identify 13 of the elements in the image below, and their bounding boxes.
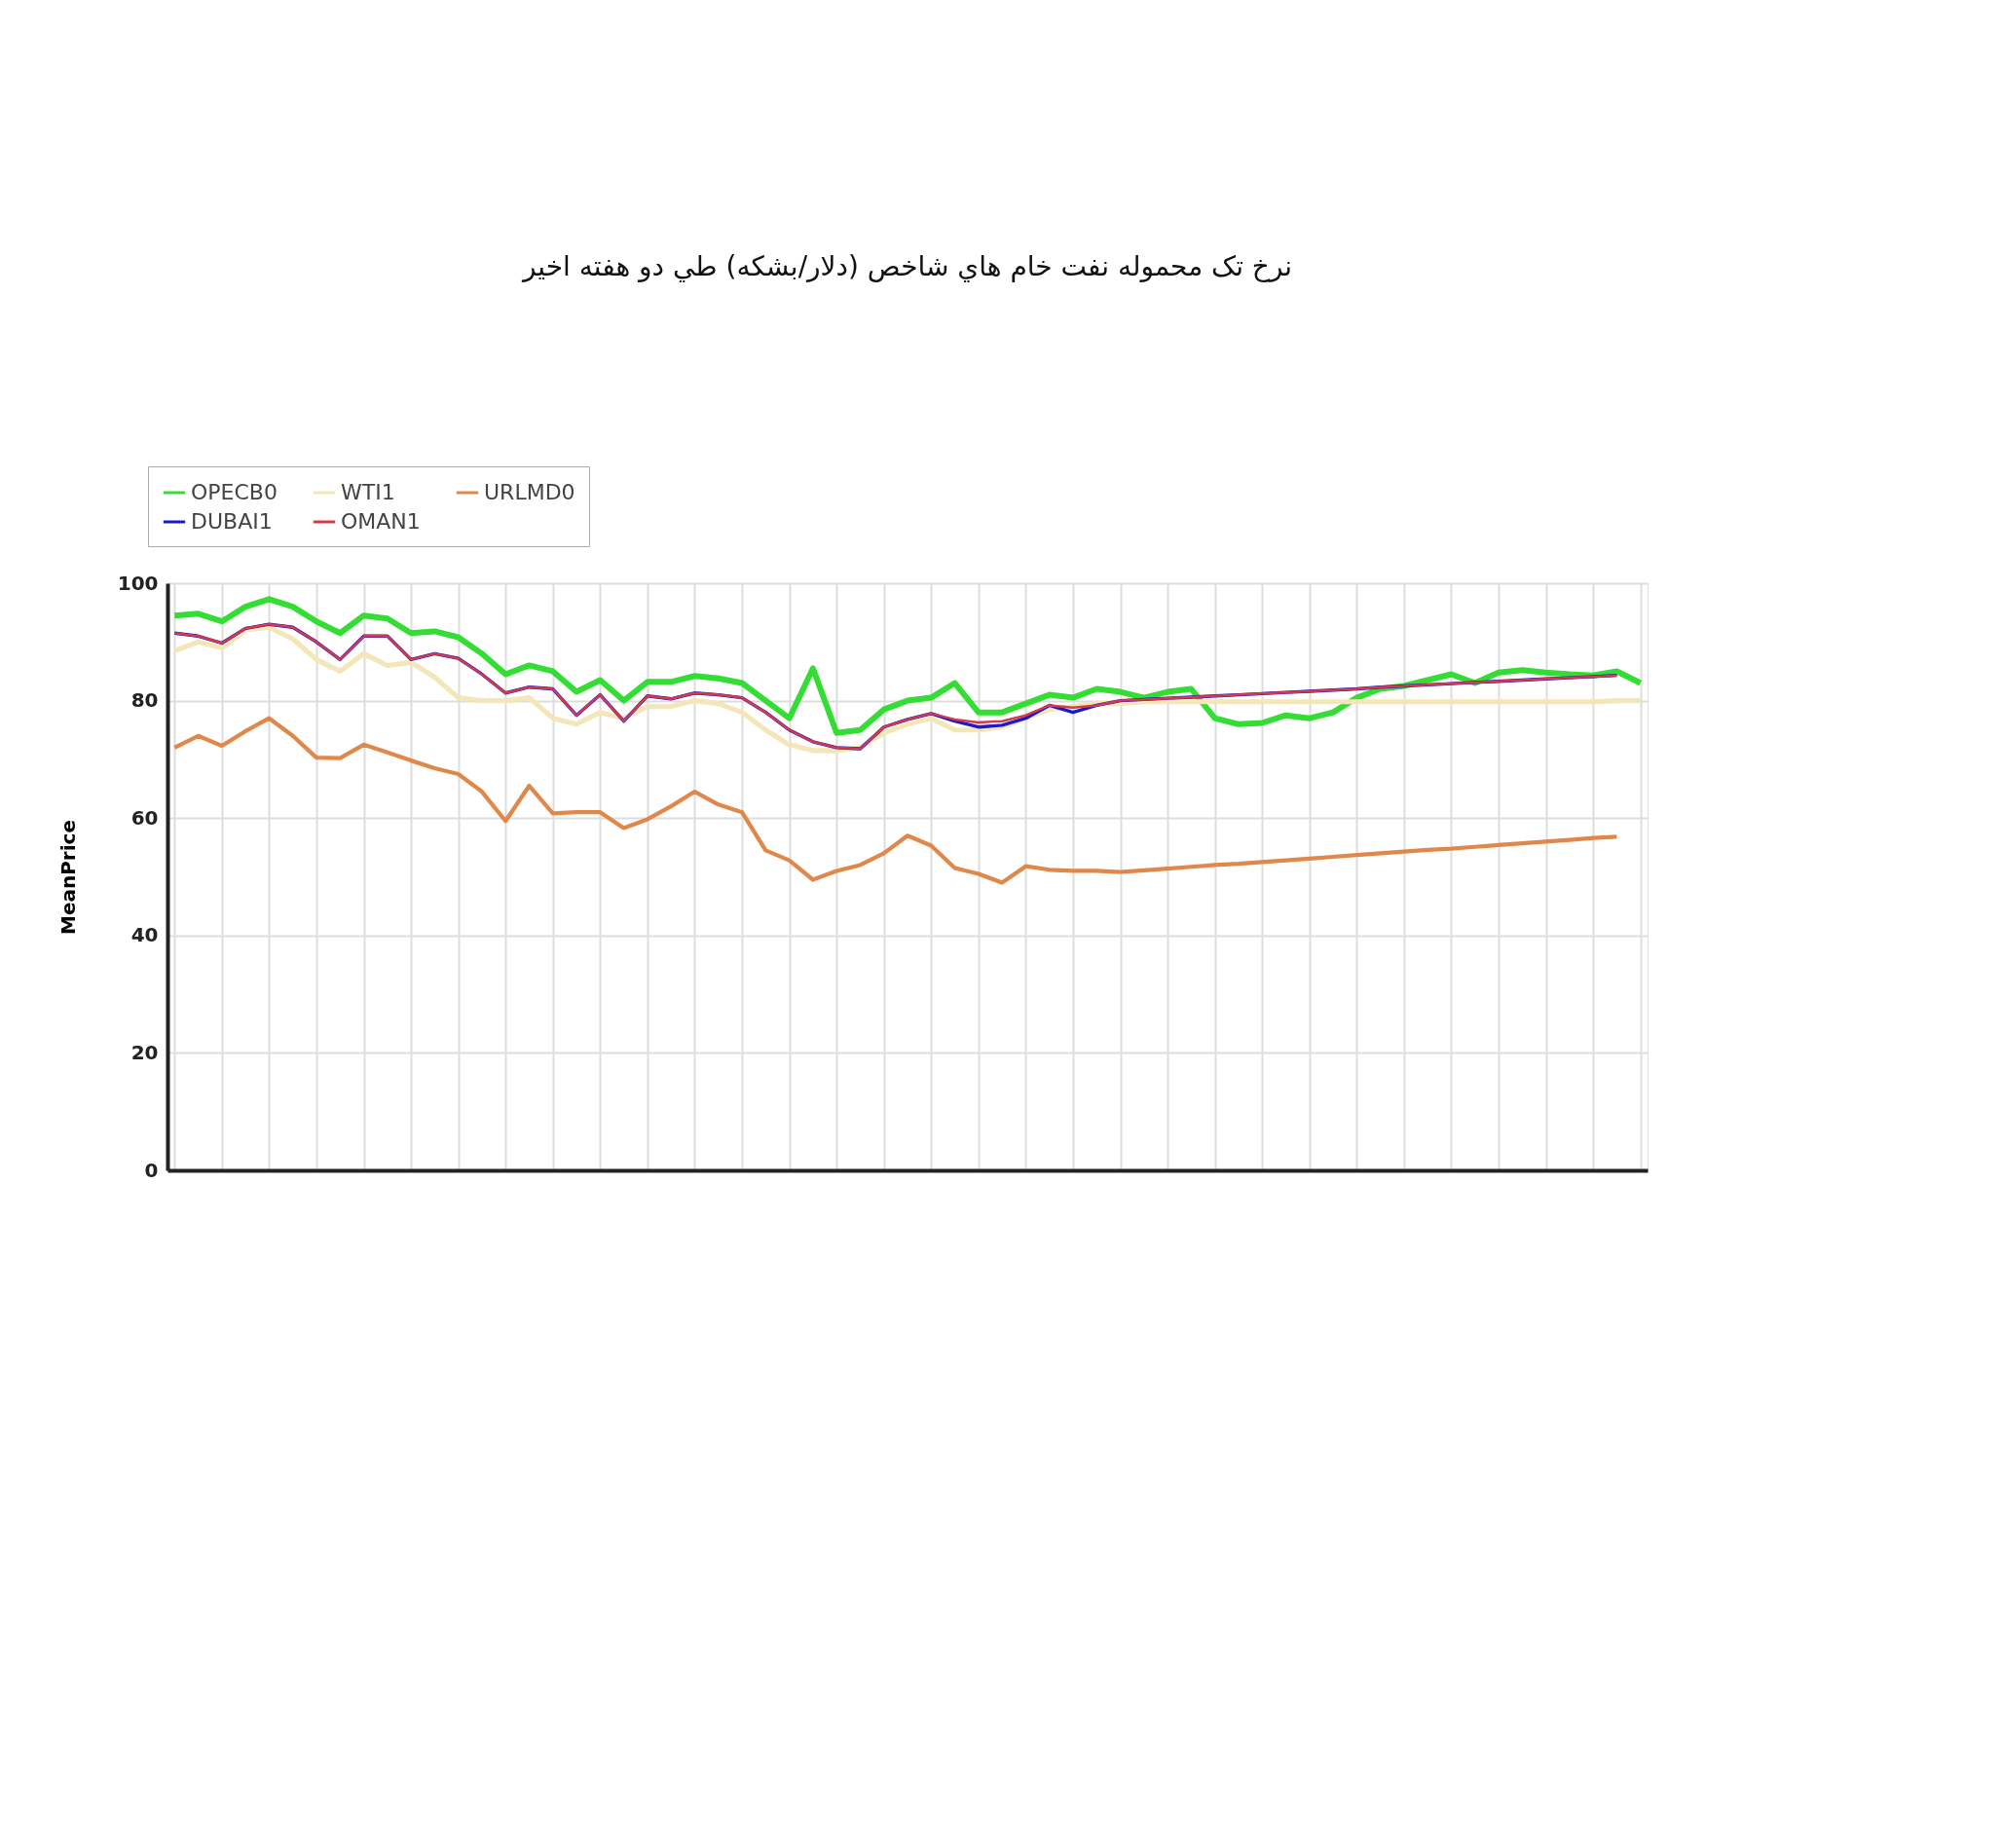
legend-label: OPECB0 bbox=[191, 480, 278, 504]
y-tick-label: 40 bbox=[130, 923, 159, 947]
legend-label: OMAN1 bbox=[341, 509, 421, 534]
legend-label: DUBAI1 bbox=[191, 509, 273, 534]
y-tick-label: 20 bbox=[130, 1040, 159, 1064]
y-axis-title: MeanPrice bbox=[56, 820, 80, 935]
y-tick-label: 80 bbox=[130, 688, 159, 713]
chart-title: نرخ تک محموله نفت خام هاي شاخص (دلار/بشكه) طي دو هفته اخير bbox=[520, 249, 1293, 282]
y-tick-label: 0 bbox=[144, 1158, 159, 1182]
y-tick-label: 60 bbox=[130, 805, 159, 830]
y-tick-label: 100 bbox=[117, 571, 159, 595]
legend-label: URLMD0 bbox=[484, 480, 575, 504]
legend-label: WTI1 bbox=[341, 480, 395, 504]
